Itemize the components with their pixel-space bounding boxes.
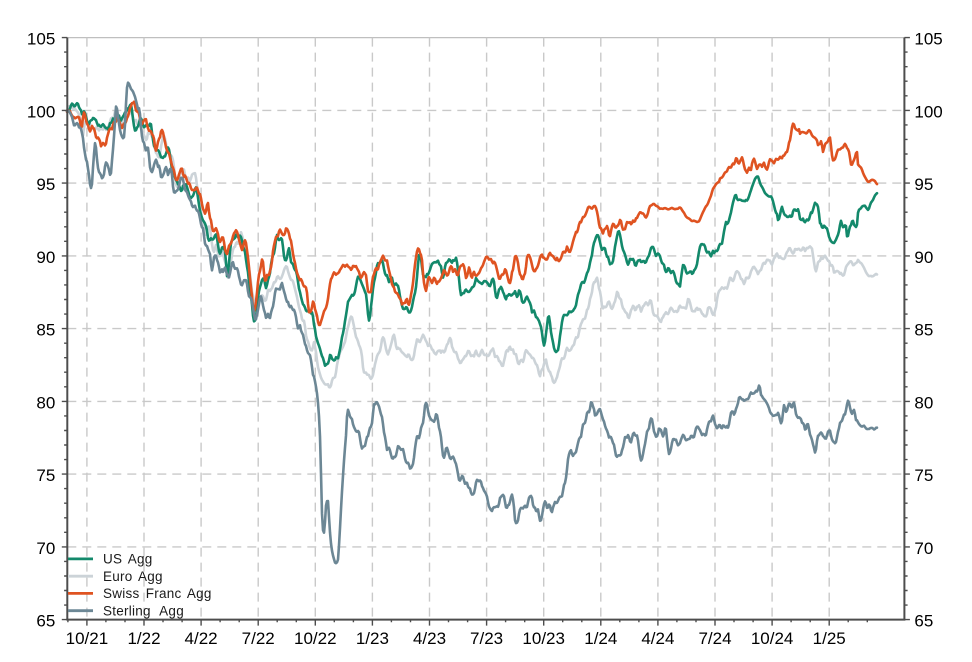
svg-text:10/21: 10/21 [66,629,109,648]
svg-text:65: 65 [36,612,55,631]
svg-text:1/22: 1/22 [127,629,160,648]
svg-text:Euro Agg: Euro Agg [103,569,163,584]
svg-text:85: 85 [914,321,933,340]
svg-text:1/25: 1/25 [813,629,846,648]
svg-text:10/24: 10/24 [751,629,794,648]
svg-text:US Agg: US Agg [103,552,152,567]
svg-text:75: 75 [914,466,933,485]
svg-text:7/22: 7/22 [242,629,275,648]
svg-text:1/24: 1/24 [584,629,617,648]
svg-text:90: 90 [36,248,55,267]
svg-text:4/22: 4/22 [185,629,218,648]
svg-text:Sterling Agg: Sterling Agg [103,604,184,619]
svg-text:85: 85 [36,321,55,340]
svg-text:105: 105 [27,30,55,49]
svg-text:100: 100 [27,102,55,121]
svg-text:65: 65 [914,612,933,631]
svg-text:Swiss Franc Agg: Swiss Franc Agg [103,586,212,601]
svg-text:105: 105 [914,30,942,49]
svg-text:10/23: 10/23 [522,629,565,648]
svg-text:10/22: 10/22 [294,629,337,648]
svg-text:95: 95 [914,175,933,194]
svg-text:70: 70 [36,539,55,558]
svg-text:7/24: 7/24 [698,629,731,648]
svg-text:4/24: 4/24 [641,629,674,648]
svg-text:95: 95 [36,175,55,194]
svg-text:1/23: 1/23 [356,629,389,648]
svg-text:100: 100 [914,102,942,121]
svg-text:7/23: 7/23 [470,629,503,648]
svg-text:80: 80 [914,393,933,412]
svg-text:70: 70 [914,539,933,558]
svg-text:75: 75 [36,466,55,485]
svg-text:80: 80 [36,393,55,412]
svg-text:90: 90 [914,248,933,267]
svg-text:4/23: 4/23 [413,629,446,648]
